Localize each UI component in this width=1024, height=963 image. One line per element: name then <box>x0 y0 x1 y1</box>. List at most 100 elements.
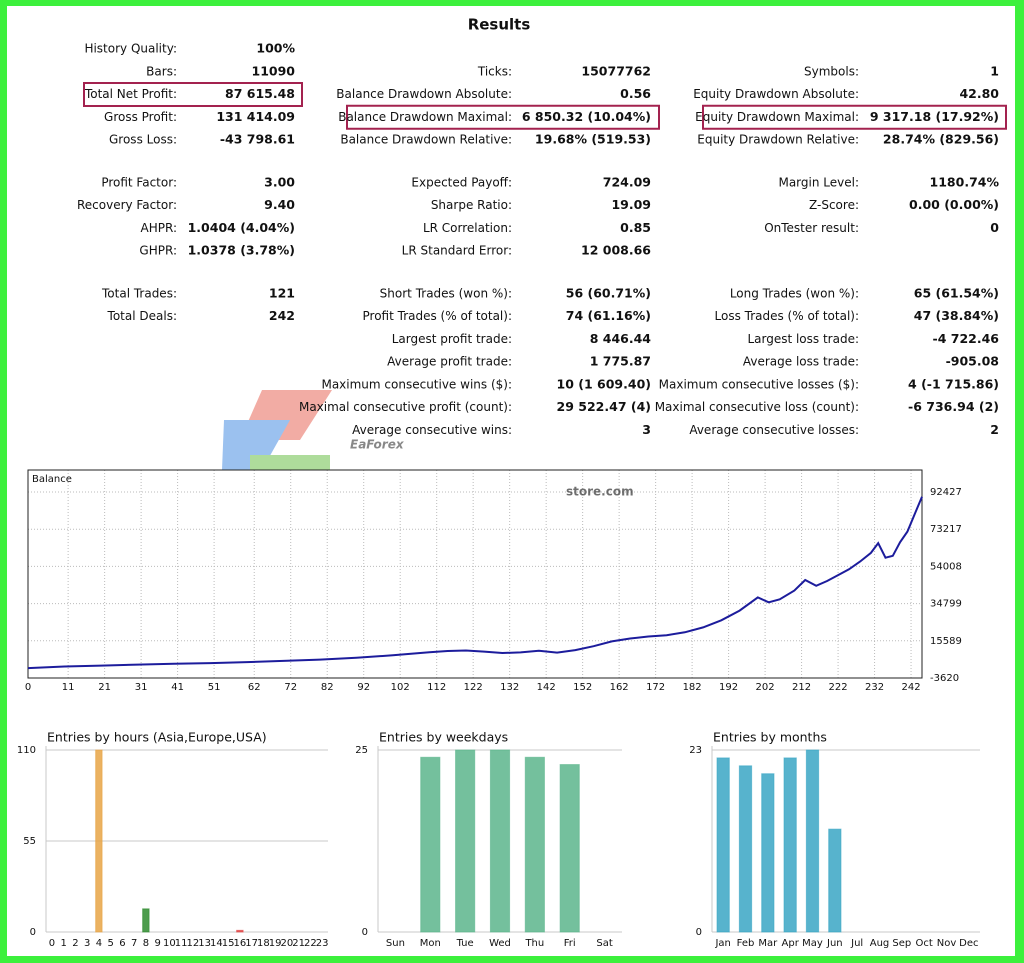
stat-value: 42.80 <box>959 86 999 101</box>
y-tick-label: 73217 <box>930 524 962 535</box>
x-tick-label: 182 <box>683 682 702 693</box>
stat-label: GHPR: <box>139 244 177 258</box>
x-tick-label: 51 <box>208 682 221 693</box>
y-tick-label: -3620 <box>930 673 959 684</box>
stat-value: 0.00 (0.00%) <box>909 197 999 212</box>
bar <box>524 756 545 933</box>
stat-label: Short Trades (won %): <box>380 286 512 300</box>
x-tick-label: 23 <box>316 938 329 949</box>
x-tick-label: 72 <box>284 682 297 693</box>
stat-value: -6 736.94 (2) <box>908 399 999 414</box>
stat-label: Maximum consecutive losses ($): <box>659 377 859 391</box>
y-tick-label: 0 <box>362 927 368 938</box>
stat-label: Maximal consecutive profit (count): <box>299 400 512 414</box>
x-tick-label: 15 <box>222 938 235 949</box>
stat-value: 15077762 <box>581 63 651 78</box>
x-tick-label: 11 <box>62 682 75 693</box>
x-tick-label: 172 <box>646 682 665 693</box>
stat-label: Average consecutive losses: <box>689 423 859 437</box>
stat-value: 74 (61.16%) <box>566 308 651 323</box>
x-tick-label: 62 <box>248 682 261 693</box>
x-tick-label: 12 <box>187 938 200 949</box>
x-tick-label: Mon <box>420 938 441 949</box>
x-tick-label: Wed <box>489 938 511 949</box>
y-tick-label: 110 <box>17 745 36 756</box>
x-tick-label: 16 <box>234 938 247 949</box>
x-tick-label: 14 <box>210 938 223 949</box>
y-tick-label: 0 <box>696 927 702 938</box>
stat-label: Loss Trades (% of total): <box>715 309 860 323</box>
x-tick-label: 0 <box>49 938 55 949</box>
x-tick-label: 21 <box>98 682 111 693</box>
stat-value: 29 522.47 (4) <box>557 399 651 414</box>
x-tick-label: Thu <box>524 938 544 949</box>
x-tick-label: 9 <box>154 938 160 949</box>
stat-value: 242 <box>269 308 295 323</box>
x-tick-label: Fri <box>564 938 576 949</box>
x-tick-label: 92 <box>357 682 370 693</box>
stat-value: 1.0378 (3.78%) <box>188 243 295 258</box>
x-tick-label: 7 <box>131 938 137 949</box>
stat-value: -43 798.61 <box>220 132 295 147</box>
stat-value: 4 (-1 715.86) <box>908 376 999 391</box>
bar <box>489 749 511 933</box>
x-tick-label: 142 <box>537 682 556 693</box>
x-tick-label: Oct <box>916 938 933 949</box>
x-tick-label: 162 <box>610 682 629 693</box>
plot-frame <box>27 469 923 679</box>
y-tick-label: 34799 <box>930 599 962 610</box>
x-tick-label: Apr <box>782 938 800 949</box>
x-tick-label: 41 <box>171 682 184 693</box>
x-tick-label: 122 <box>464 682 483 693</box>
stat-label: Maximum consecutive wins ($): <box>321 377 512 391</box>
stat-value: 0.56 <box>620 86 651 101</box>
bar <box>783 757 797 933</box>
stat-value: 9.40 <box>264 197 295 212</box>
y-tick-label: 0 <box>30 927 36 938</box>
x-tick-label: 242 <box>902 682 921 693</box>
x-tick-label: Sat <box>596 938 612 949</box>
stat-value: 87 615.48 <box>225 86 295 101</box>
stat-label: Balance Drawdown Relative: <box>340 133 512 147</box>
stat-label: Bars: <box>146 64 177 78</box>
highlight-box <box>702 104 1007 130</box>
x-tick-label: 11 <box>175 938 188 949</box>
stat-value: 10 (1 609.40) <box>557 376 651 391</box>
plot-area <box>28 470 922 678</box>
x-tick-label: 22 <box>304 938 317 949</box>
stat-value: 19.68% (519.53) <box>535 132 651 147</box>
watermark-subtext: store.com <box>566 485 634 499</box>
x-tick-label: 192 <box>719 682 738 693</box>
x-tick-label: May <box>802 938 823 949</box>
x-tick-label: 82 <box>321 682 334 693</box>
stat-value: 56 (60.71%) <box>566 285 651 300</box>
x-tick-label: Jan <box>714 938 730 949</box>
stat-label: Total Net Profit: <box>84 87 177 101</box>
x-tick-label: 0 <box>25 682 31 693</box>
stat-label: Total Deals: <box>107 309 177 323</box>
stat-label: Gross Profit: <box>104 110 177 124</box>
stat-value: 1 <box>990 63 999 78</box>
stat-label: Profit Factor: <box>101 175 177 189</box>
stat-value: 12 008.66 <box>581 243 651 258</box>
bar <box>738 765 753 933</box>
stat-label: LR Correlation: <box>423 221 512 235</box>
y-tick-label: 15589 <box>930 636 962 647</box>
x-tick-label: Aug <box>870 938 890 949</box>
stat-label: Profit Trades (% of total): <box>363 309 512 323</box>
x-tick-label: 112 <box>427 682 446 693</box>
bar <box>761 773 775 933</box>
x-tick-label: 6 <box>119 938 125 949</box>
chart-title: Entries by weekdays <box>379 730 508 745</box>
stat-label: Z-Score: <box>809 198 859 212</box>
stat-value: -4 722.46 <box>933 331 1000 346</box>
chart-title: Entries by months <box>713 730 827 745</box>
y-tick-label: 25 <box>355 745 368 756</box>
stat-value: 8 446.44 <box>590 331 652 346</box>
results-title: Results <box>468 16 531 34</box>
x-tick-label: Sep <box>892 938 911 949</box>
y-tick-label: 54008 <box>930 561 962 572</box>
bar <box>805 749 820 933</box>
stat-label: Equity Drawdown Absolute: <box>693 87 859 101</box>
